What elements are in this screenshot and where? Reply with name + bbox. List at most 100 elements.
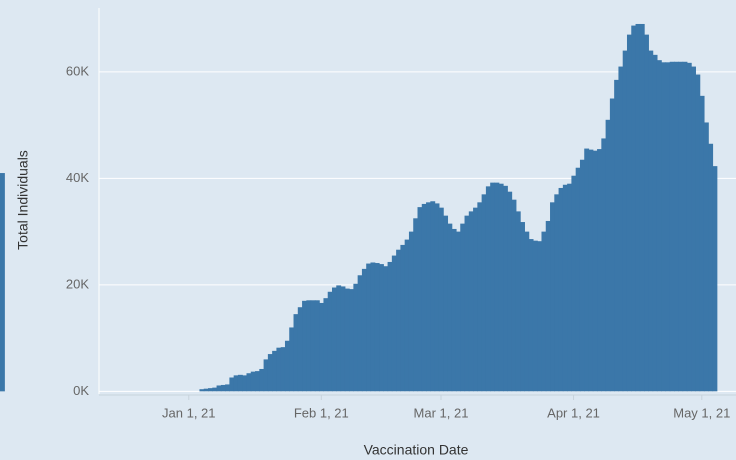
- area-step: [203, 388, 209, 392]
- area-step: [503, 185, 508, 392]
- area-step: [370, 262, 376, 392]
- x-axis-title: Vaccination Date: [364, 442, 469, 458]
- area-step: [443, 215, 449, 392]
- area-step: [507, 191, 513, 392]
- area-step: [280, 347, 286, 392]
- area-step: [665, 62, 671, 392]
- area-step: [233, 375, 239, 392]
- area-step: [306, 300, 312, 392]
- area-step: [558, 187, 564, 392]
- area-step: [567, 183, 573, 392]
- area-step: [605, 119, 611, 392]
- area-step: [545, 220, 551, 392]
- area-step: [524, 231, 530, 392]
- area-step: [344, 288, 350, 392]
- area-step: [691, 66, 696, 392]
- y-tick-label: 40K: [66, 170, 89, 185]
- area-step: [310, 300, 316, 392]
- x-tick-label: May 1, 21: [673, 405, 730, 420]
- area-step: [490, 182, 496, 392]
- area-step: [588, 149, 594, 392]
- area-step: [631, 25, 637, 392]
- area-step: [229, 377, 235, 392]
- area-step: [246, 373, 252, 392]
- area-step: [336, 285, 342, 392]
- area-step: [661, 62, 667, 392]
- area-step: [515, 211, 521, 392]
- x-tick-label: Apr 1, 21: [547, 405, 600, 420]
- area-step: [708, 143, 714, 392]
- area-step: [626, 34, 632, 392]
- area-step: [357, 275, 363, 392]
- area-step: [255, 371, 260, 392]
- area-step: [220, 384, 226, 392]
- area-step: [656, 60, 662, 392]
- area-step: [353, 283, 359, 392]
- x-tick-label: Feb 1, 21: [294, 405, 349, 420]
- y-tick-label: 20K: [66, 276, 89, 291]
- area-step: [494, 182, 500, 392]
- area-step: [614, 79, 620, 392]
- area-step: [712, 166, 718, 392]
- area-step: [242, 375, 248, 392]
- area-step: [639, 23, 645, 392]
- area-step: [276, 347, 282, 392]
- area-step: [0, 173, 5, 392]
- area-step: [396, 249, 401, 392]
- y-axis-title: Total Individuals: [15, 150, 31, 250]
- area-step: [584, 148, 590, 392]
- area-step: [579, 159, 585, 392]
- area-step: [208, 388, 213, 392]
- area-step: [297, 307, 303, 392]
- area-step: [468, 211, 474, 392]
- area-step: [511, 199, 517, 392]
- area-step: [537, 241, 543, 392]
- x-tick-label: Mar 1, 21: [414, 405, 469, 420]
- area-step: [592, 150, 598, 392]
- area-step: [340, 286, 346, 392]
- area-step: [550, 202, 555, 392]
- area-step: [323, 298, 329, 392]
- area-step: [464, 215, 470, 392]
- area-step: [225, 384, 230, 392]
- area-step: [682, 61, 688, 392]
- area-step: [601, 138, 607, 392]
- area-step: [455, 231, 461, 392]
- area-step: [404, 239, 410, 392]
- area-step: [293, 314, 299, 392]
- area-step: [302, 300, 307, 392]
- area-step: [426, 202, 431, 392]
- area-step: [609, 98, 615, 392]
- area-step: [374, 263, 380, 392]
- area-step: [272, 350, 278, 392]
- area-step: [383, 266, 389, 392]
- area-step: [237, 374, 243, 392]
- area-step: [674, 61, 679, 392]
- area-step: [289, 327, 295, 392]
- area-step: [562, 184, 568, 392]
- x-tick-label: Jan 1, 21: [162, 405, 216, 420]
- area-step: [216, 385, 222, 392]
- area-step: [498, 183, 504, 392]
- area-step: [451, 228, 457, 392]
- area-step: [327, 291, 333, 392]
- area-step: [528, 239, 534, 392]
- area-step: [314, 300, 320, 392]
- area-step: [319, 302, 325, 392]
- area-step: [331, 287, 337, 392]
- y-tick-label: 60K: [66, 63, 89, 78]
- area-step: [618, 66, 624, 392]
- area-step: [366, 263, 372, 392]
- area-step: [391, 255, 397, 392]
- area-step: [460, 223, 466, 392]
- area-step: [695, 74, 701, 392]
- area-step: [408, 231, 414, 392]
- area-step: [686, 62, 692, 392]
- area-step: [438, 207, 444, 392]
- area-step: [477, 202, 483, 392]
- area-step: [284, 340, 290, 392]
- area-step: [379, 264, 384, 392]
- area-step: [644, 34, 649, 392]
- area-step: [678, 61, 684, 392]
